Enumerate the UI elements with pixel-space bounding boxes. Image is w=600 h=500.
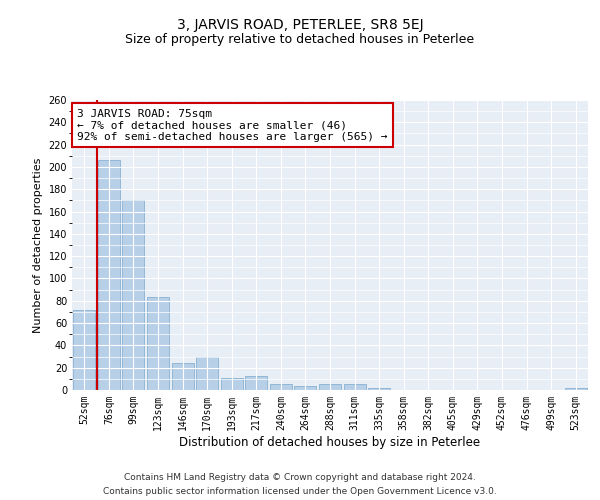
Bar — [73, 310, 95, 390]
Text: Size of property relative to detached houses in Peterlee: Size of property relative to detached ho… — [125, 32, 475, 46]
Bar — [565, 388, 587, 390]
Bar — [319, 384, 341, 390]
Text: 3, JARVIS ROAD, PETERLEE, SR8 5EJ: 3, JARVIS ROAD, PETERLEE, SR8 5EJ — [176, 18, 424, 32]
Bar — [344, 384, 365, 390]
Text: 3 JARVIS ROAD: 75sqm
← 7% of detached houses are smaller (46)
92% of semi-detach: 3 JARVIS ROAD: 75sqm ← 7% of detached ho… — [77, 108, 388, 142]
Bar — [270, 384, 292, 390]
Bar — [368, 388, 390, 390]
Text: Contains public sector information licensed under the Open Government Licence v3: Contains public sector information licen… — [103, 486, 497, 496]
Bar — [122, 200, 145, 390]
Bar — [196, 356, 218, 390]
X-axis label: Distribution of detached houses by size in Peterlee: Distribution of detached houses by size … — [179, 436, 481, 448]
Bar — [245, 376, 268, 390]
Bar — [147, 298, 169, 390]
Bar — [98, 160, 120, 390]
Y-axis label: Number of detached properties: Number of detached properties — [33, 158, 43, 332]
Text: Contains HM Land Registry data © Crown copyright and database right 2024.: Contains HM Land Registry data © Crown c… — [124, 473, 476, 482]
Bar — [295, 386, 316, 390]
Bar — [221, 378, 243, 390]
Bar — [172, 363, 194, 390]
